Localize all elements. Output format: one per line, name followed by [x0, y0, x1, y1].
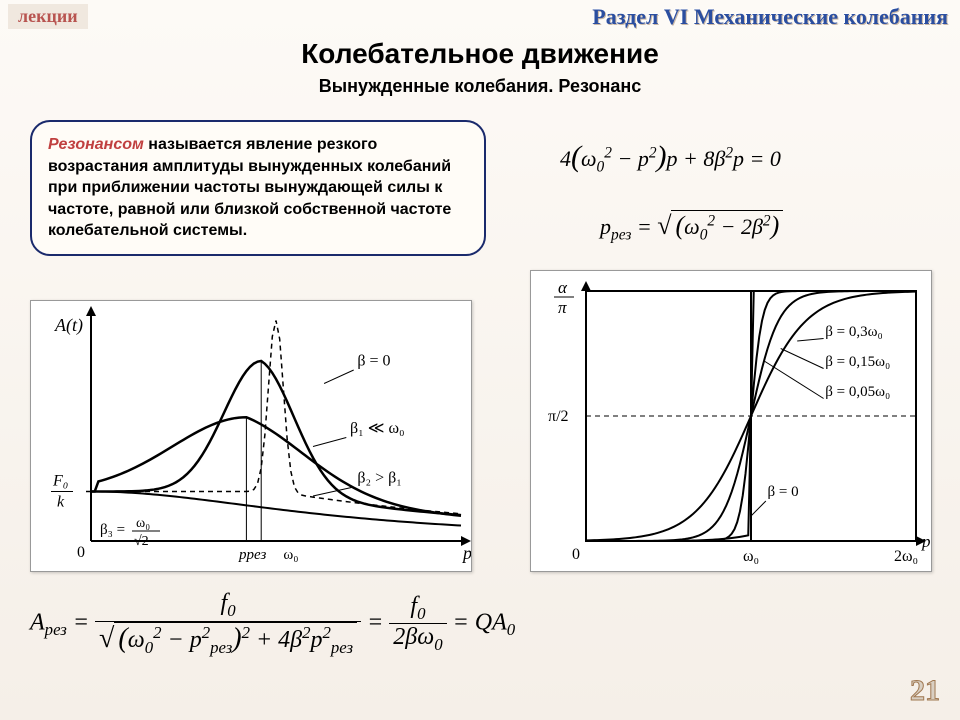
svg-text:p: p — [921, 532, 931, 551]
equation-3: Aрез = f0 √(ω02 − p2рез)2 + 4β2p2рез = f… — [30, 590, 515, 658]
equation-2: pрез = √(ω02 − 2β2) — [600, 210, 783, 244]
svg-text:β = 0,05ω₀: β = 0,05ω₀ — [825, 384, 890, 400]
section-title: Раздел VI Механические колебания — [592, 4, 948, 30]
svg-text:ω₀: ω₀ — [743, 548, 759, 565]
definition-callout: Резонансом называется явление резкого во… — [30, 120, 486, 256]
svg-text:β = 0,15ω₀: β = 0,15ω₀ — [825, 354, 890, 370]
svg-text:π: π — [558, 298, 567, 317]
svg-text:0: 0 — [572, 546, 580, 563]
svg-text:β = 0: β = 0 — [357, 353, 390, 370]
callout-highlight: Резонансом — [48, 136, 144, 153]
svg-text:2ω₀: 2ω₀ — [894, 548, 918, 565]
svg-text:β = 0: β = 0 — [768, 484, 799, 500]
page-number: 21 — [910, 674, 940, 708]
svg-text:F₀: F₀ — [52, 473, 68, 490]
svg-text:k: k — [57, 494, 65, 511]
equation-1: 4(ω02 − p2)p + 8β2p = 0 — [560, 140, 781, 176]
svg-text:ω₀: ω₀ — [283, 547, 298, 563]
lectures-tab: лекции — [8, 4, 88, 29]
svg-text:ω₀: ω₀ — [136, 516, 150, 531]
amplitude-chart: A(t) p F₀ k 0 pрез ω₀ β = 0 β₁ ≪ ω₀ β₂ > β₁ β₃ = ω₀… — [30, 300, 472, 572]
svg-text:A(t): A(t) — [54, 315, 83, 336]
svg-text:√2: √2 — [134, 534, 149, 549]
svg-text:α: α — [558, 278, 568, 297]
main-title: Колебательное движение — [0, 38, 960, 70]
svg-text:p: p — [461, 543, 471, 563]
svg-text:β₁ ≪ ω₀: β₁ ≪ ω₀ — [350, 420, 405, 437]
svg-text:0: 0 — [77, 544, 85, 561]
subtitle: Вынужденные колебания. Резонанс — [0, 76, 960, 97]
svg-text:β = 0,3ω₀: β = 0,3ω₀ — [825, 324, 882, 340]
svg-text:β₂ > β₁: β₂ > β₁ — [357, 470, 401, 487]
phase-chart: απ π/2 0 ω₀ 2ω₀p β = 0,3ω₀ β = 0,15ω₀ β = 0,05ω… — [530, 270, 932, 572]
svg-text:pрез: pрез — [238, 547, 266, 563]
svg-text:β₃ =: β₃ = — [100, 522, 125, 538]
svg-text:π/2: π/2 — [548, 408, 569, 425]
